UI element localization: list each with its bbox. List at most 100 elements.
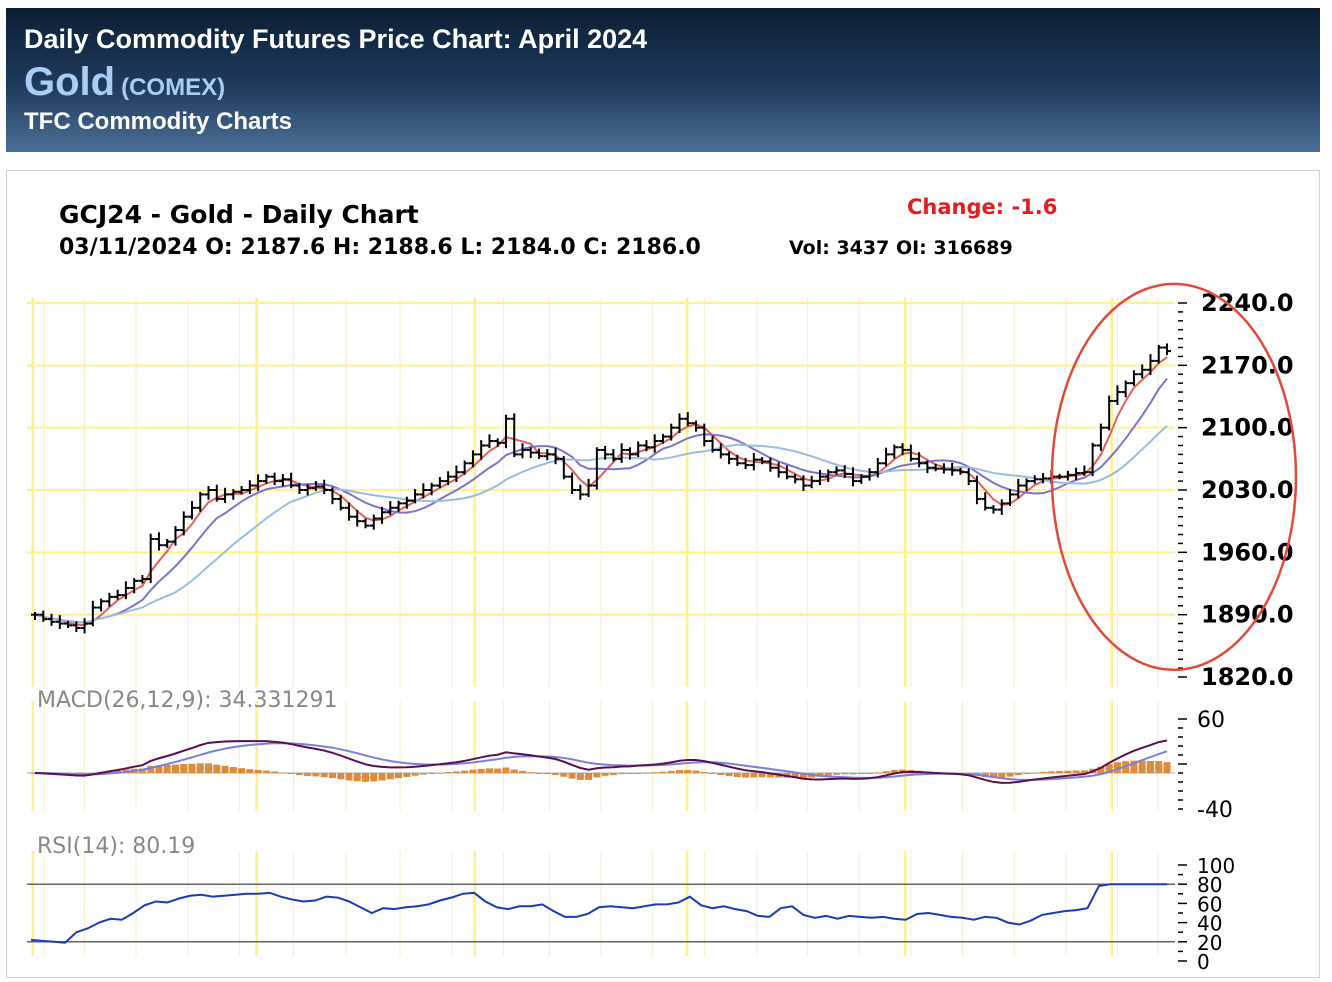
rsi-title: RSI(14): 80.19 bbox=[37, 834, 195, 859]
macd-histogram-bar bbox=[436, 772, 444, 774]
macd-histogram-bar bbox=[1155, 761, 1163, 773]
macd-histogram-bar bbox=[444, 772, 452, 774]
macd-histogram-bar bbox=[494, 768, 502, 773]
macd-histogram-bar bbox=[370, 773, 378, 782]
macd-histogram-bar bbox=[196, 763, 204, 773]
macd-histogram-bar bbox=[395, 773, 403, 779]
macd-histogram-bar bbox=[304, 773, 312, 776]
macd-histogram-bar bbox=[659, 771, 667, 773]
macd-histogram-bar bbox=[609, 773, 617, 776]
macd-histogram-bar bbox=[1097, 766, 1105, 773]
page-title: Daily Commodity Futures Price Chart: Apr… bbox=[24, 24, 648, 54]
macd-histogram-bar bbox=[287, 773, 295, 774]
macd-histogram-bar bbox=[824, 773, 832, 776]
macd-histogram-bar bbox=[262, 770, 270, 773]
macd-histogram-bar bbox=[989, 773, 997, 778]
rsi-tick-label: 0 bbox=[1197, 950, 1210, 974]
macd-histogram-bar bbox=[452, 771, 460, 773]
macd-histogram-bar bbox=[254, 769, 262, 773]
commodity-name: Gold (COMEX) bbox=[24, 60, 225, 105]
price-tick-label: 2030.0 bbox=[1201, 476, 1294, 504]
macd-histogram-bar bbox=[485, 768, 493, 773]
macd-histogram-bar bbox=[229, 767, 237, 773]
macd-histogram-bar bbox=[428, 773, 436, 774]
macd-panel: MACD(26,12,9): 34.331291 60 -40 bbox=[27, 688, 1233, 823]
macd-histogram-bar bbox=[328, 773, 336, 779]
macd-histogram-bar bbox=[411, 773, 419, 776]
macd-histogram-bar bbox=[709, 773, 717, 774]
price-tick-label: 2100.0 bbox=[1201, 414, 1294, 442]
macd-histogram-bar bbox=[362, 773, 370, 782]
macd-histogram-bar bbox=[733, 773, 741, 778]
change-readout: Change: -1.6 bbox=[907, 195, 1057, 219]
macd-histogram-bar bbox=[692, 770, 700, 773]
macd-histogram-bar bbox=[1163, 762, 1171, 773]
macd-histogram-bar bbox=[312, 773, 320, 777]
macd-histogram-bar bbox=[684, 770, 692, 773]
macd-histogram-bar bbox=[700, 772, 708, 774]
commodity-symbol: Gold bbox=[24, 60, 116, 104]
macd-histogram-bar bbox=[874, 772, 882, 774]
macd-histogram-bar bbox=[1105, 764, 1113, 773]
macd-histogram-bar bbox=[1014, 773, 1022, 776]
macd-histogram-bar bbox=[832, 773, 840, 775]
macd-histogram-bar bbox=[766, 773, 774, 778]
macd-histogram-bar bbox=[791, 773, 799, 778]
macd-histogram-bar bbox=[403, 773, 411, 777]
price-tick-label: 1890.0 bbox=[1201, 601, 1294, 629]
macd-histogram-bar bbox=[866, 773, 874, 774]
macd-histogram-bar bbox=[585, 773, 593, 780]
macd-histogram-bar bbox=[1047, 771, 1055, 773]
macd-histogram-bar bbox=[543, 773, 551, 775]
rsi-tick-label: 20 bbox=[1197, 931, 1222, 955]
macd-histogram-bar bbox=[1006, 773, 1014, 777]
macd-histogram-bar bbox=[849, 773, 857, 775]
macd-histogram-bar bbox=[345, 773, 353, 781]
macd-histogram-bar bbox=[642, 772, 650, 774]
macd-histogram-bar bbox=[1023, 773, 1031, 774]
macd-histogram-bar bbox=[271, 771, 279, 773]
macd-histogram-bar bbox=[295, 773, 303, 776]
vol-oi-readout: Vol: 3437 OI: 316689 bbox=[789, 237, 1013, 259]
macd-histogram-bar bbox=[535, 773, 543, 774]
macd-histogram-bar bbox=[618, 773, 626, 775]
price-tick-label: 1960.0 bbox=[1201, 538, 1294, 566]
macd-histogram-bar bbox=[717, 773, 725, 775]
macd-histogram-bar bbox=[560, 773, 568, 777]
macd-histogram-bar bbox=[114, 770, 122, 773]
macd-histogram-bar bbox=[758, 773, 766, 778]
chart-canvas: GCJ24 - Gold - Daily Chart 03/11/2024 O:… bbox=[27, 195, 1298, 974]
long-moving-average bbox=[34, 425, 1168, 624]
macd-histogram-bar bbox=[1072, 770, 1080, 773]
macd-histogram-bar bbox=[576, 773, 584, 780]
macd-tick-label: 60 bbox=[1197, 708, 1225, 733]
macd-histogram-bar bbox=[1039, 771, 1047, 773]
macd-histogram-bar bbox=[593, 773, 601, 778]
rsi-tick-label: 100 bbox=[1197, 854, 1235, 878]
macd-histogram-bar bbox=[882, 771, 890, 773]
macd-histogram-bar bbox=[155, 765, 163, 773]
macd-histogram-bar bbox=[750, 773, 758, 778]
macd-histogram-bar bbox=[725, 773, 733, 777]
macd-histogram-bar bbox=[279, 772, 287, 774]
macd-tick-label: -40 bbox=[1197, 798, 1233, 823]
highlight-ellipse bbox=[1050, 282, 1298, 672]
page-header: Daily Commodity Futures Price Chart: Apr… bbox=[6, 8, 1320, 152]
macd-histogram-bar bbox=[378, 773, 386, 781]
rsi-line bbox=[30, 883, 1167, 944]
macd-histogram-bar bbox=[205, 763, 213, 773]
macd-histogram-bar bbox=[221, 765, 229, 773]
macd-histogram-bar bbox=[147, 765, 155, 773]
macd-histogram-bar bbox=[998, 773, 1006, 778]
macd-histogram-bar bbox=[213, 764, 221, 773]
macd-histogram-bar bbox=[675, 770, 683, 773]
page-subtitle: TFC Commodity Charts bbox=[24, 108, 293, 135]
macd-histogram-bar bbox=[634, 772, 642, 774]
macd-histogram-bar bbox=[890, 769, 898, 773]
chart-title: GCJ24 - Gold - Daily Chart bbox=[59, 200, 419, 229]
macd-histogram-bar bbox=[742, 773, 750, 778]
price-axis: 2240.0 2170.0 2100.0 2030.0 1960.0 1890.0 1820… bbox=[1178, 289, 1294, 691]
rsi-tick-label: 40 bbox=[1197, 912, 1222, 936]
macd-histogram-bar bbox=[180, 764, 188, 773]
